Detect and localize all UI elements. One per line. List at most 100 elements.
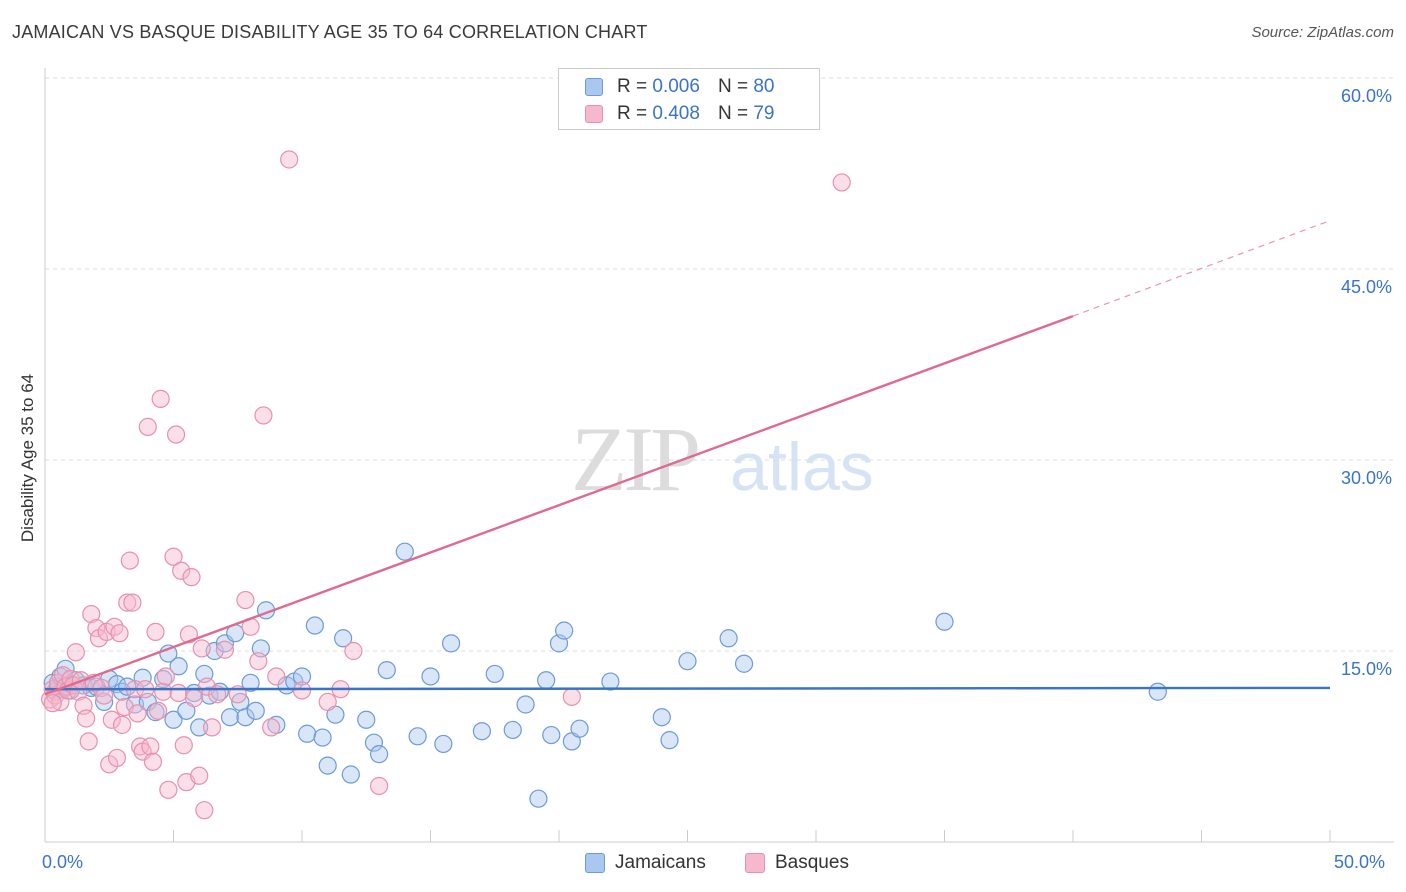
jamaicans-trend-line	[44, 686, 1331, 691]
jamaicans-point	[421, 667, 440, 686]
jamaicans-points	[43, 542, 1167, 808]
basques-swatch	[585, 105, 603, 123]
jamaicans-point	[516, 695, 535, 714]
jamaicans-point	[542, 725, 561, 745]
legend: R = 0.006 N = 80 R = 0.408 N = 79	[558, 68, 820, 130]
jamaicans-point	[472, 722, 491, 741]
legend-r-label: R =	[617, 103, 648, 124]
bottom-legend-basques-label: Basques	[775, 852, 849, 873]
basques-points	[41, 150, 851, 820]
jamaicans-point	[408, 727, 427, 746]
legend-n-value: 79	[753, 103, 775, 124]
jamaicans-point	[395, 542, 414, 561]
basques-point	[138, 417, 157, 436]
jamaicans-point	[570, 719, 589, 738]
basques-point	[249, 652, 268, 671]
basques-point	[344, 641, 363, 661]
jamaicans-point	[370, 745, 389, 764]
jamaicans-point	[434, 734, 453, 754]
basques-point	[146, 622, 165, 642]
basques-point	[110, 624, 129, 643]
jamaicans-point	[1148, 682, 1167, 701]
jamaicans-point	[719, 629, 738, 648]
basques-point	[832, 173, 851, 192]
basques-point	[151, 389, 170, 408]
jamaicans-point	[529, 789, 548, 808]
basques-point	[95, 686, 114, 705]
basques-point	[192, 639, 211, 658]
basques-point	[190, 766, 209, 785]
basques-point	[120, 551, 139, 570]
jamaicans-point	[341, 765, 360, 784]
jamaicans-point	[154, 669, 173, 689]
jamaicans-point	[292, 667, 312, 686]
y-tick-label: 15.0%	[1340, 659, 1392, 679]
x-tick-max: 50.0%	[1334, 852, 1386, 872]
basques-trend-extension	[1072, 220, 1331, 317]
basques-point	[174, 736, 193, 755]
watermark-atlas: atlas	[730, 429, 874, 505]
jamaicans-point	[298, 724, 317, 743]
axes	[44, 68, 1394, 843]
bottom-legend-basques: Basques	[745, 852, 849, 874]
legend-n-label: N =	[717, 103, 749, 124]
y-axis-label: Disability Age 35 to 64	[18, 373, 37, 543]
basques-point	[154, 682, 173, 701]
legend-n-label: N =	[717, 76, 749, 97]
bottom-legend-jamaicans-label: Jamaicans	[615, 852, 706, 873]
basques-point	[562, 687, 581, 706]
basques-point	[143, 752, 163, 771]
basques-point	[128, 704, 147, 723]
basques-point	[280, 150, 299, 169]
basques-point	[164, 547, 183, 566]
basques-point	[254, 406, 273, 425]
jamaicans-point	[236, 708, 255, 727]
legend-r-value: 0.408	[652, 103, 700, 124]
jamaicans-point	[364, 733, 384, 752]
basques-point	[262, 718, 281, 737]
basques-trend-line	[44, 314, 1074, 696]
basques-point	[141, 737, 160, 756]
grid-lines	[45, 77, 1394, 652]
basques-point	[82, 604, 101, 624]
jamaicans-point	[169, 657, 188, 676]
jamaicans-point	[377, 660, 396, 680]
basques-point	[267, 667, 286, 686]
x-tick-min: 0.0%	[42, 852, 84, 872]
jamaicans-point	[652, 708, 671, 727]
jamaicans-point	[246, 701, 265, 720]
basques-point	[370, 776, 389, 796]
legend-row-jamaicans: R = 0.006 N = 80	[585, 75, 774, 99]
basques-point	[172, 561, 191, 580]
jamaicans-point	[555, 621, 574, 640]
jamaicans-point	[334, 629, 353, 648]
basques-point	[102, 710, 121, 729]
chart-title: JAMAICAN VS BASQUE DISABILITY AGE 35 TO …	[12, 22, 648, 42]
jamaicans-point	[267, 715, 286, 734]
jamaicans-point	[313, 728, 332, 747]
basques-point	[182, 568, 201, 587]
basques-point	[215, 640, 234, 659]
jamaicans-point	[164, 710, 183, 729]
basques-point	[148, 701, 168, 720]
jamaicans-point	[503, 720, 522, 740]
jamaicans-point	[601, 672, 620, 691]
basques-point	[159, 780, 178, 799]
basques-point	[43, 694, 62, 713]
basques-point	[169, 683, 188, 703]
basques-point	[292, 681, 312, 700]
legend-r-value: 0.006	[652, 76, 700, 97]
y-tick-label: 45.0%	[1340, 277, 1392, 297]
basques-point	[236, 590, 255, 610]
basques-point	[79, 732, 98, 751]
jamaicans-point	[190, 718, 209, 737]
basques-point	[166, 425, 186, 444]
basques-point	[202, 718, 222, 737]
jamaicans-point	[660, 731, 679, 750]
basques-point	[66, 643, 85, 662]
jamaicans-point	[357, 710, 376, 729]
jamaicans-point	[220, 708, 240, 727]
jamaicans-point	[241, 673, 260, 692]
basques-swatch	[745, 853, 765, 873]
source-label: Source: ZipAtlas.com	[1251, 24, 1394, 41]
